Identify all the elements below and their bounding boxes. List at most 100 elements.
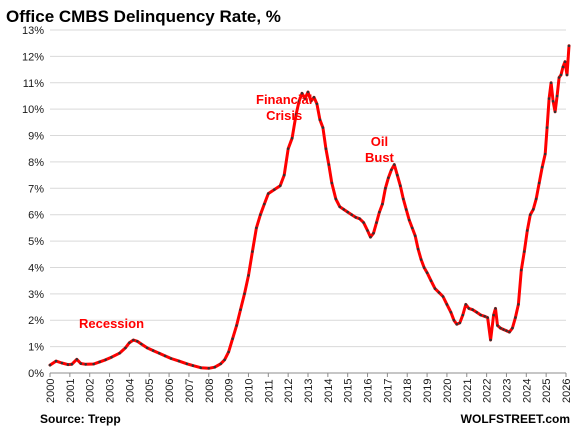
series-layer: [48, 44, 571, 370]
data-point: [267, 192, 270, 195]
data-point: [461, 313, 465, 317]
data-point: [499, 326, 502, 330]
data-point: [92, 362, 95, 366]
y-tick-label: 11%: [23, 78, 44, 90]
data-point: [441, 295, 445, 298]
x-tick-label: 2022: [482, 379, 494, 403]
data-point: [471, 308, 475, 312]
data-point: [334, 197, 338, 201]
data-point: [366, 229, 369, 232]
source-label: Source: Trepp: [40, 412, 121, 426]
data-point: [496, 324, 499, 327]
x-tick-label: 2023: [501, 379, 513, 403]
data-point: [48, 363, 52, 367]
data-point: [517, 303, 520, 306]
data-point: [410, 226, 414, 230]
data-point: [540, 165, 544, 169]
data-point: [393, 163, 396, 166]
data-point: [157, 351, 161, 355]
data-point: [278, 184, 282, 187]
x-tick-label: 2002: [85, 379, 97, 403]
annotation-label: Financial: [256, 92, 312, 107]
annotation-label: Oil: [371, 134, 388, 149]
data-point: [145, 346, 149, 350]
data-point: [75, 358, 79, 361]
y-axis-ticks: 0% 1% 2% 3% 4% 5% 6% 7% 8% 9% 10% 11% 12% 13%: [22, 25, 44, 380]
data-point: [104, 358, 107, 362]
data-point: [318, 118, 322, 121]
brand-label: WOLFSTREET.com: [461, 412, 570, 426]
x-tick-label: 2013: [303, 379, 315, 403]
x-tick-label: 2014: [323, 379, 335, 403]
data-point: [346, 210, 350, 214]
data-point: [231, 337, 234, 341]
x-tick-label: 2005: [144, 379, 156, 403]
data-point: [321, 126, 325, 129]
data-point: [526, 229, 529, 232]
data-point: [219, 362, 222, 366]
annotation-label: Recession: [79, 316, 144, 331]
data-point: [396, 173, 399, 177]
data-point: [84, 363, 87, 366]
gridlines: [50, 29, 566, 374]
data-point: [416, 247, 420, 251]
x-tick-label: 2024: [521, 379, 533, 403]
data-point: [404, 208, 408, 211]
data-point: [60, 361, 64, 365]
data-point: [486, 316, 489, 319]
data-point: [537, 181, 541, 185]
data-point: [381, 202, 384, 206]
x-tick-label: 2006: [164, 379, 176, 403]
data-point: [449, 311, 453, 314]
data-point: [327, 163, 331, 166]
data-point: [132, 338, 135, 342]
data-point: [511, 326, 514, 330]
data-point: [483, 315, 486, 318]
data-point: [375, 221, 378, 224]
data-point: [255, 226, 258, 230]
data-point: [185, 362, 189, 366]
data-point: [549, 81, 553, 85]
data-point: [124, 346, 127, 350]
data-point: [437, 291, 441, 294]
data-point: [489, 338, 492, 342]
data-point: [559, 73, 563, 77]
y-tick-label: 8%: [28, 157, 44, 169]
data-point: [247, 274, 250, 277]
data-point: [422, 266, 426, 269]
data-point: [350, 213, 354, 216]
data-point: [492, 313, 495, 317]
data-point: [354, 216, 357, 219]
data-point: [520, 268, 523, 272]
data-point: [425, 271, 429, 275]
data-point: [282, 173, 286, 177]
data-point: [79, 362, 83, 365]
x-tick-label: 2018: [402, 379, 414, 403]
data-point: [369, 235, 372, 239]
data-point: [263, 202, 266, 206]
data-point: [309, 99, 313, 103]
x-tick-label: 2016: [363, 379, 375, 403]
data-point: [553, 110, 557, 114]
data-point: [251, 250, 254, 253]
x-tick-label: 2025: [541, 379, 553, 403]
x-tick-label: 2015: [343, 379, 355, 403]
y-tick-label: 0%: [28, 368, 44, 380]
data-point: [475, 311, 479, 314]
data-point: [419, 258, 423, 261]
data-point: [140, 342, 143, 346]
data-point: [529, 213, 532, 216]
series-line: [48, 44, 571, 370]
data-point: [66, 363, 70, 366]
x-tick-label: 2003: [105, 379, 117, 403]
data-point: [358, 217, 361, 220]
data-point: [543, 152, 547, 156]
data-point: [402, 197, 405, 201]
data-point: [324, 147, 328, 150]
data-point: [561, 65, 565, 69]
x-tick-label: 2000: [45, 379, 57, 403]
data-point: [297, 99, 301, 103]
data-point: [505, 329, 508, 333]
data-point: [429, 279, 433, 283]
